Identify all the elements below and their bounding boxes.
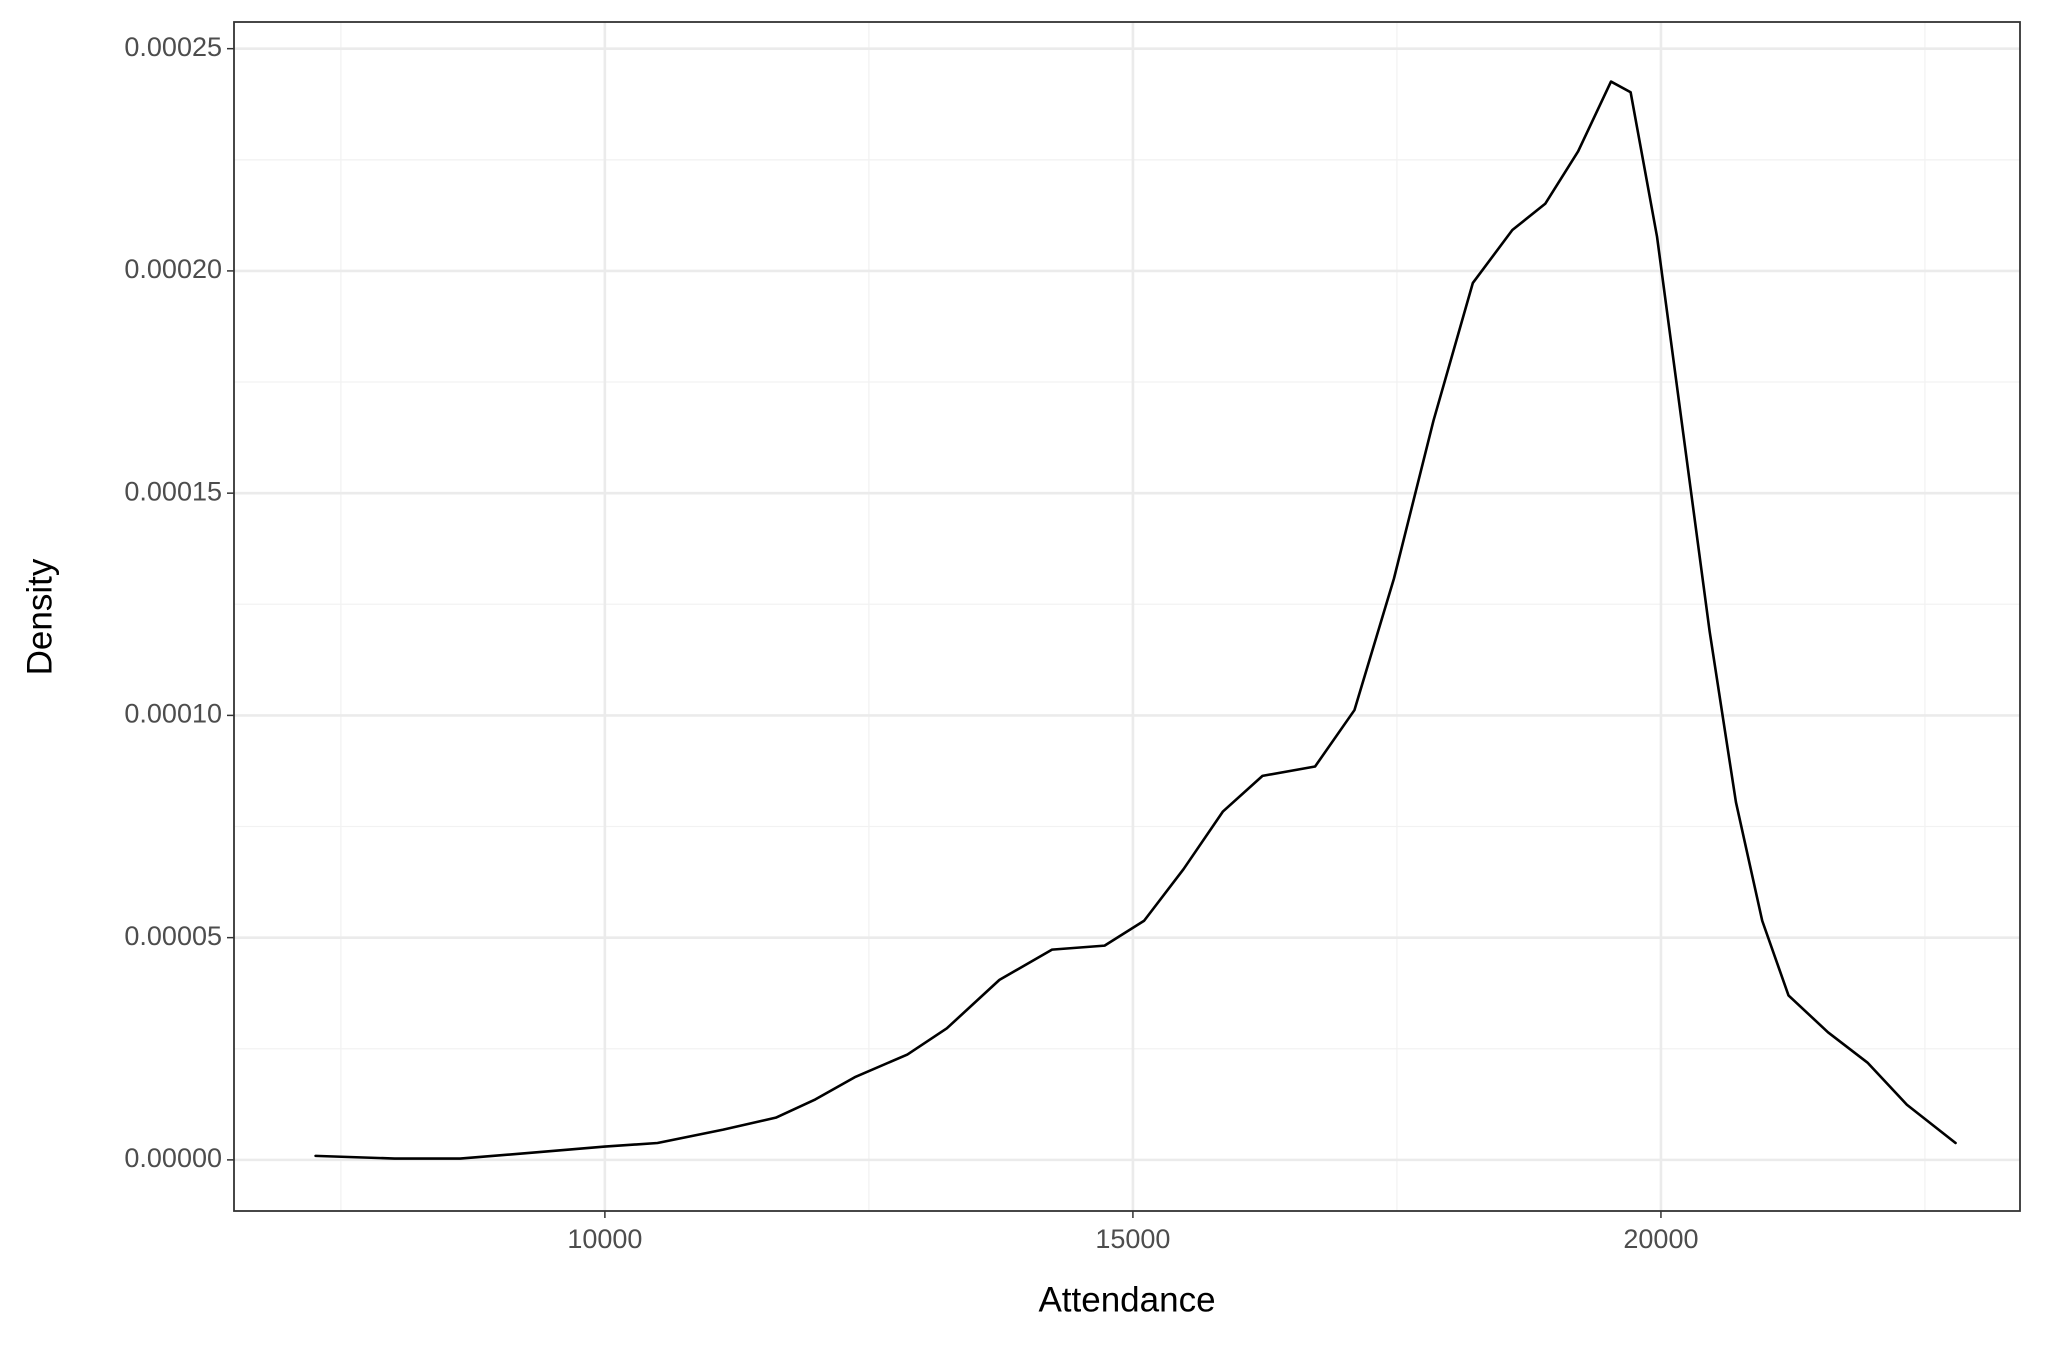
x-tick-label: 15000 — [1095, 1224, 1170, 1254]
y-tick-label: 0.00015 — [124, 476, 222, 506]
x-tick-label: 20000 — [1623, 1224, 1698, 1254]
plot-background — [234, 22, 2020, 1211]
y-tick-label: 0.00005 — [124, 921, 222, 951]
x-tick-label: 10000 — [567, 1224, 642, 1254]
y-tick-label: 0.00020 — [124, 254, 222, 284]
x-axis-title: Attendance — [1038, 1280, 1215, 1319]
y-axis-title: Density — [20, 558, 59, 675]
y-tick-label: 0.00025 — [124, 32, 222, 62]
y-tick-label: 0.00010 — [124, 699, 222, 729]
density-line — [314, 80, 1957, 1160]
plot-border — [233, 21, 2021, 1212]
y-tick-label: 0.00000 — [124, 1143, 222, 1173]
